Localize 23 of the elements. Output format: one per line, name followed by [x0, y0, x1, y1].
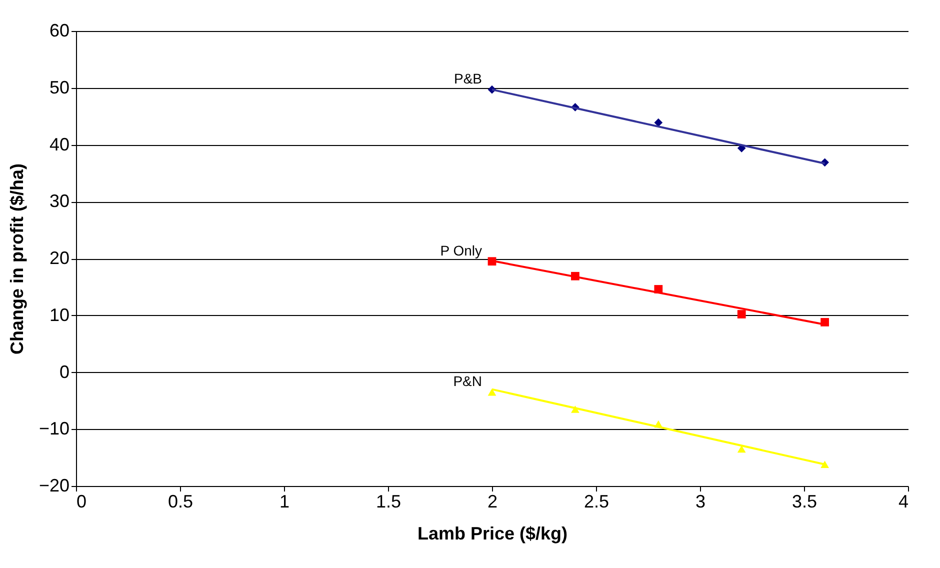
x-tick-label: 2	[487, 492, 498, 512]
y-axis-title: Change in profit ($/ha)	[6, 164, 27, 354]
x-tick-label: 3.5	[792, 492, 818, 512]
y-tick-label: 60	[49, 20, 70, 40]
x-tick-label: 0	[76, 492, 87, 512]
series-label: P Only	[440, 242, 482, 258]
y-tick-label: −20	[38, 476, 70, 496]
x-tick-label: 3	[695, 492, 706, 512]
y-tick-label: −10	[38, 418, 70, 439]
x-axis-title: Lamb Price ($/kg)	[417, 524, 568, 544]
series-label: P&B	[454, 70, 482, 87]
x-tick-label: 2.5	[584, 492, 610, 512]
y-tick-label: 40	[49, 134, 70, 154]
x-tick-label: 1	[279, 492, 290, 512]
series-label: P&N	[453, 373, 482, 390]
y-tick-label: 10	[49, 304, 70, 325]
y-tick-label: 0	[59, 362, 70, 382]
y-tick-label: 30	[49, 191, 70, 212]
y-tick-label: 20	[49, 248, 70, 268]
y-tick-label: 50	[49, 77, 70, 98]
x-tick-label: 0.5	[168, 492, 194, 512]
x-tick-label: 1.5	[376, 492, 402, 512]
x-tick-label: 4	[898, 492, 908, 512]
